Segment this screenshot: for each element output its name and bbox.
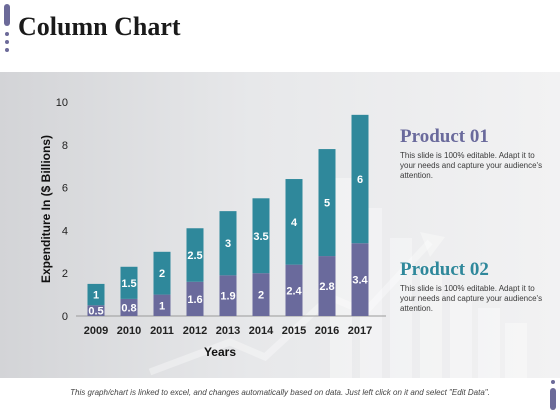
bar-product-02: [219, 211, 237, 276]
legend-product-01-description: This slide is 100% editable. Adapt it to…: [400, 151, 543, 180]
x-tick-label: 2014: [249, 325, 274, 337]
y-tick-label: 8: [62, 140, 68, 152]
x-tick-label: 2010: [117, 325, 141, 337]
data-label-product-02: 6: [357, 174, 363, 186]
y-axis-label: Expenditure In ($ Billions): [39, 135, 53, 283]
deco-column: [420, 266, 442, 378]
bar-product-02: [186, 228, 204, 282]
data-label-product-01: 2: [258, 290, 264, 302]
data-label-product-02: 4: [291, 217, 298, 229]
legend-product-02: Product 02 This slide is 100% editable. …: [400, 259, 550, 314]
bar-product-01: [351, 243, 369, 316]
y-tick-label: 2: [62, 268, 68, 280]
x-tick-label: 2015: [282, 325, 306, 337]
legend-product-01: Product 01 This slide is 100% editable. …: [400, 126, 550, 181]
y-tick-label: 0: [62, 311, 68, 323]
title-accent-icon: [4, 4, 10, 56]
bar-product-01: [219, 275, 237, 316]
bar-product-02: [351, 114, 369, 244]
page-title: Column Chart: [18, 12, 181, 41]
bar-product-01: [153, 294, 171, 316]
legend-product-02-description: This slide is 100% editable. Adapt it to…: [400, 284, 543, 313]
data-label-product-01: 0.5: [88, 306, 103, 318]
footer-accent-icon: [550, 380, 556, 416]
data-label-product-02: 1: [93, 290, 99, 302]
data-label-product-01: 1.9: [220, 291, 235, 303]
bar-product-01: [285, 264, 303, 316]
data-label-product-01: 1.6: [187, 294, 202, 306]
data-label-product-02: 3.5: [253, 231, 268, 243]
chart-panel: 0 2 4 6 8 10 Expenditure In ($ Billions) 0.5 1 0…: [0, 72, 560, 378]
data-label-product-02: 2.5: [187, 250, 202, 262]
data-label-product-01: 0.8: [121, 302, 136, 314]
data-labels: 0.5 1 0.8 1.5 1 2 1.6 2.5 1.9 3 2 3.5 2.4 4 2.8 5 3.4 6: [88, 174, 368, 318]
bar-product-02: [120, 266, 138, 299]
x-tick-label: 2012: [183, 325, 207, 337]
bar-product-02: [87, 283, 105, 306]
x-tick-label: 2016: [315, 325, 339, 337]
x-tick-label: 2013: [216, 325, 240, 337]
bar-product-02: [252, 198, 270, 274]
data-label-product-02: 5: [324, 198, 330, 210]
bar-product-01: [87, 305, 105, 316]
bar-product-02: [318, 149, 336, 257]
bar-product-01: [252, 273, 270, 316]
x-tick-label: 2017: [348, 325, 372, 337]
footer: This graph/chart is linked to excel, and…: [0, 378, 560, 420]
data-label-product-01: 2.8: [319, 281, 334, 293]
deco-column: [450, 288, 472, 378]
x-tick-label: 2009: [84, 325, 108, 337]
deco-arrow: [148, 239, 433, 376]
y-tick-label: 10: [56, 97, 68, 109]
data-label-product-02: 2: [159, 268, 165, 280]
data-label-product-01: 3.4: [352, 275, 368, 287]
y-tick-label: 4: [62, 225, 68, 237]
bar-product-01: [318, 256, 336, 316]
bar-product-01: [186, 281, 204, 316]
title-bar: Column Chart: [0, 0, 560, 72]
bar-product-01: [120, 298, 138, 316]
bars: [87, 114, 369, 316]
data-label-product-01: 1: [159, 300, 165, 312]
bar-product-02: [153, 251, 171, 295]
deco-column: [505, 323, 527, 378]
deco-column: [478, 308, 500, 378]
legend-product-01-title: Product 01: [400, 126, 489, 147]
data-label-product-01: 2.4: [286, 285, 302, 297]
data-label-product-02: 1.5: [121, 278, 136, 290]
x-axis-label: Years: [204, 345, 236, 359]
data-label-product-02: 3: [225, 238, 231, 250]
deco-column: [390, 238, 412, 378]
x-tick-label: 2011: [150, 325, 174, 337]
x-axis: 2009 2010 2011 2012 2013 2014 2015 2016 2017 Year…: [84, 325, 372, 359]
footer-note: This graph/chart is linked to excel, and…: [70, 388, 490, 397]
legend-product-02-title: Product 02: [400, 259, 489, 280]
deco-arrowhead: [420, 232, 445, 257]
bar-product-02: [285, 179, 303, 265]
y-tick-label: 6: [62, 183, 68, 195]
